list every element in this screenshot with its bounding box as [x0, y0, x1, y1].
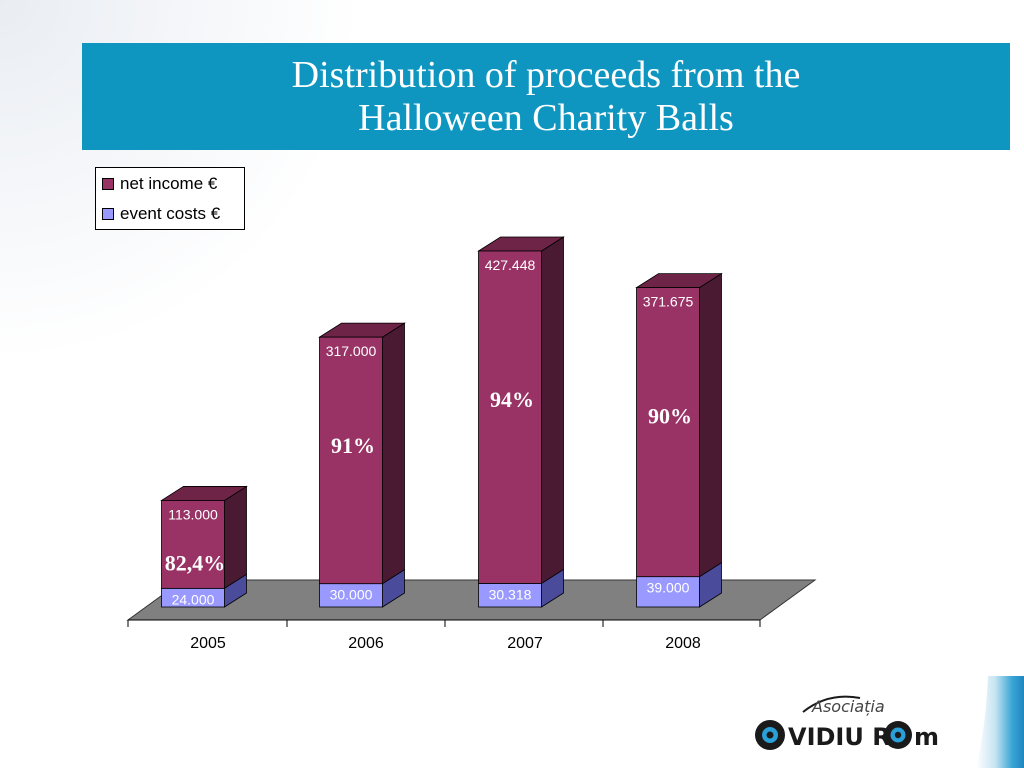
percent-label: 91%	[331, 433, 375, 458]
legend-label-event-costs: event costs €	[120, 204, 221, 223]
legend-swatch-event-costs	[102, 208, 114, 220]
data-label-net-income: 113.000	[168, 506, 218, 522]
logo-tail-text: m	[914, 723, 939, 751]
bar-event-costs	[636, 561, 722, 608]
title-line-1: Distribution of proceeds from the	[291, 53, 801, 96]
logo-swoosh	[802, 695, 861, 713]
logo-ring-right-dot	[894, 731, 902, 739]
legend-item-net-income: net income €	[102, 174, 217, 194]
legend-label-net-income: net income €	[120, 174, 218, 193]
x-tick-label: 2008	[665, 635, 701, 652]
logo-top-text: Asociația	[811, 697, 885, 716]
bar-net-income	[477, 236, 565, 585]
bar-net-income-front	[478, 250, 542, 584]
bar-net-income-side	[224, 485, 247, 590]
bar-net-income	[635, 272, 723, 578]
data-label-event-costs: 24.000	[172, 591, 215, 607]
data-label-event-costs: 30.318	[489, 586, 532, 602]
data-label-net-income: 317.000	[326, 343, 377, 359]
chart-legend: net income € event costs €	[95, 167, 245, 230]
title-banner: Distribution of proceeds from the Hallow…	[82, 43, 1010, 150]
page-title: Distribution of proceeds from the Hallow…	[166, 54, 926, 140]
percent-label: 94%	[490, 387, 534, 412]
bar-net-income	[318, 322, 406, 585]
data-label-event-costs: 30.000	[330, 587, 373, 603]
logo-ring-left-dot	[766, 731, 774, 739]
bar-net-income-front	[636, 287, 700, 578]
bar-event-costs-front	[636, 576, 700, 608]
x-axis-ticks	[127, 620, 761, 627]
legend-swatch-net-income	[102, 178, 114, 190]
chart-bars	[160, 236, 723, 608]
percent-label: 90%	[648, 403, 692, 428]
x-tick-label: 2007	[507, 635, 543, 652]
decorative-blue-stripe	[976, 676, 1024, 768]
legend-item-event-costs: event costs €	[102, 204, 220, 224]
percent-label: 82,4%	[165, 550, 226, 575]
x-tick-label: 2006	[348, 635, 384, 652]
bar-net-income-front	[161, 500, 225, 589]
x-tick-label: 2005	[190, 635, 226, 652]
bar-net-income-side	[699, 272, 722, 578]
logo-main-text: VIDIU R	[788, 723, 891, 751]
bar-net-income-side	[382, 322, 405, 585]
bar-net-income-front	[319, 336, 383, 585]
data-label-net-income: 371.675	[643, 294, 694, 310]
ovidiu-rom-logo: Asociația VIDIU R m	[748, 690, 948, 760]
title-line-2: Halloween Charity Balls	[358, 96, 734, 139]
logo-graphic: Asociația VIDIU R m	[755, 695, 939, 751]
bar-net-income-side	[541, 236, 564, 585]
data-label-event-costs: 39.000	[647, 580, 690, 596]
chart-labels: 2005 2006 2007 2008 24.000 113.000 82,4% 30.000…	[165, 257, 701, 652]
data-label-net-income: 427.448	[485, 257, 536, 273]
bar-net-income	[160, 485, 248, 590]
